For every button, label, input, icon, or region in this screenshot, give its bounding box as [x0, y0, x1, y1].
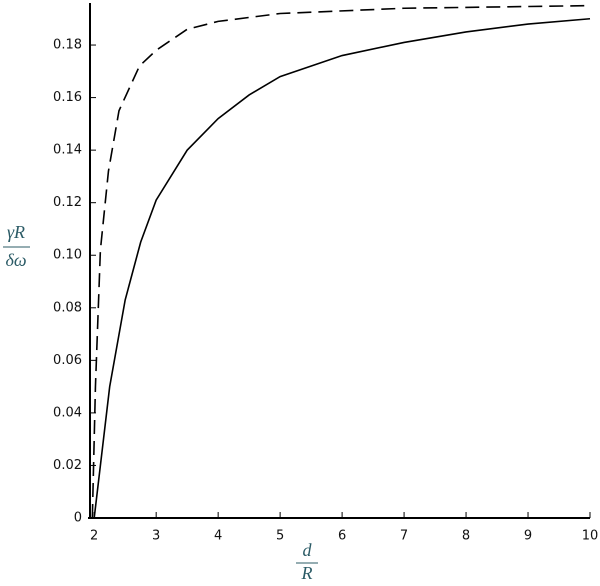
y-label-numerator: γR — [7, 222, 25, 242]
x-tick-label: 7 — [400, 529, 408, 544]
y-tick-label: 0.04 — [53, 405, 82, 420]
y-tick-label: 0.06 — [53, 353, 82, 368]
x-tick-label: 8 — [462, 529, 470, 544]
y-tick-label: 0.18 — [53, 38, 82, 53]
y-tick-label: 0.10 — [53, 248, 82, 263]
x-label-denominator: R — [301, 563, 313, 583]
y-tick-label: 0.12 — [53, 195, 82, 210]
x-tick-label: 2 — [90, 529, 98, 544]
x-tick-label: 10 — [582, 529, 599, 544]
series-line — [93, 17, 591, 519]
y-tick-label: 0 — [74, 511, 82, 526]
x-tick-label: 3 — [152, 529, 160, 544]
x-tick-label: 4 — [214, 529, 222, 544]
x-tick-label: 5 — [276, 529, 284, 544]
y-label-denominator: δω — [5, 250, 26, 270]
y-tick-label: 0.14 — [53, 143, 82, 158]
y-tick-label: 0.16 — [53, 90, 82, 105]
x-label-numerator: d — [303, 540, 313, 560]
x-tick-label: 9 — [524, 529, 532, 544]
x-tick-label: 6 — [338, 529, 346, 544]
y-tick-label: 0.02 — [53, 458, 82, 473]
series-line — [91, 4, 591, 519]
y-tick-label: 0.08 — [53, 300, 82, 315]
